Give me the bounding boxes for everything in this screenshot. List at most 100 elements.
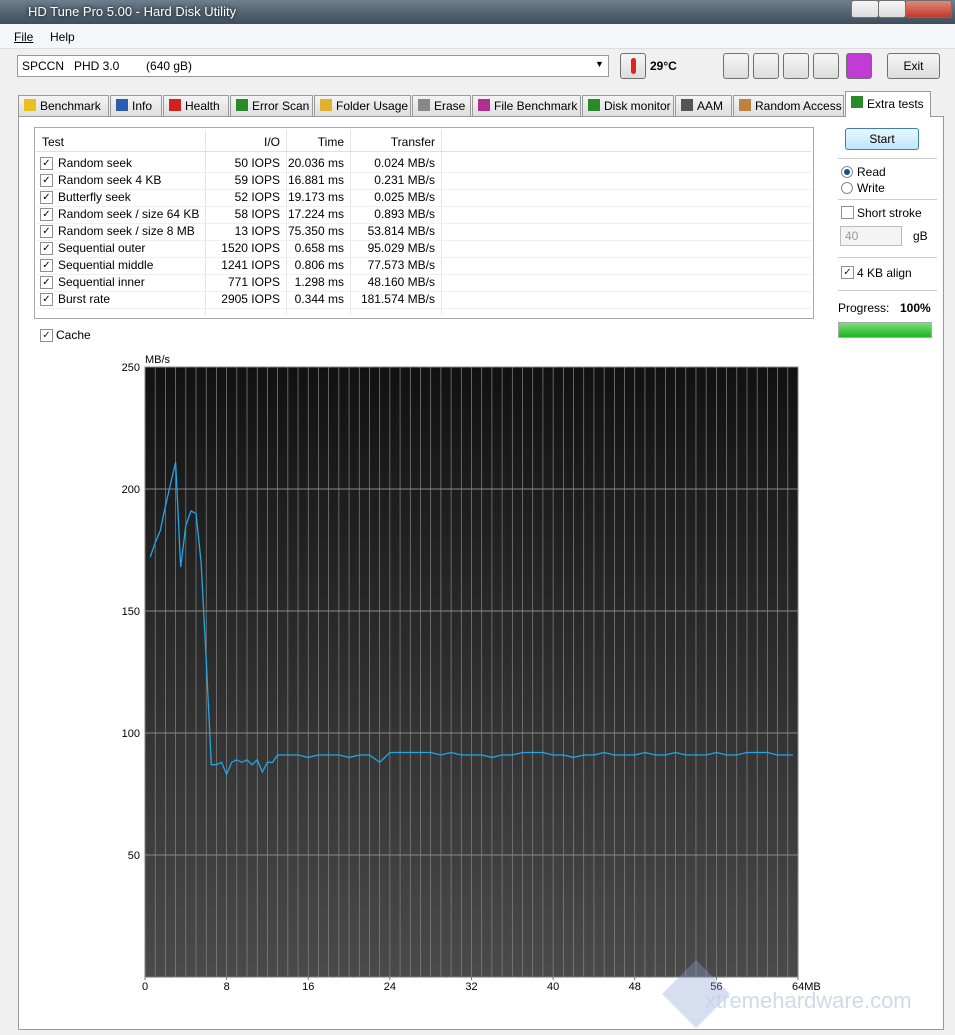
read-radio[interactable]: [841, 166, 853, 178]
window-title: HD Tune Pro 5.00 - Hard Disk Utility: [28, 4, 237, 19]
table-cell: 13 IOPS: [234, 224, 280, 238]
x-tick-label: 24: [384, 981, 396, 993]
write-radio[interactable]: [841, 182, 853, 194]
maximize-button[interactable]: [878, 0, 906, 18]
column-separator: [441, 130, 442, 315]
read-label: Read: [857, 165, 886, 179]
write-label: Write: [857, 181, 885, 195]
tab-icon: [169, 99, 181, 111]
x-tick-label: 48: [629, 981, 641, 993]
table-cell: 0.806 ms: [294, 258, 344, 272]
table-cell: 0.025 MB/s: [374, 190, 435, 204]
tab-label: AAM: [697, 99, 724, 113]
x-tick-label: 16: [302, 981, 314, 993]
row-checkbox[interactable]: ✓: [40, 191, 53, 204]
table-cell: 95.029 MB/s: [367, 241, 435, 255]
tab-icon: [681, 99, 693, 111]
short-stroke-label: Short stroke: [857, 206, 922, 220]
row-line: [36, 308, 811, 309]
row-line: [36, 257, 811, 258]
table-cell: Sequential outer: [58, 241, 146, 255]
table-cell: 16.881 ms: [287, 173, 344, 187]
table-cell: 2905 IOPS: [221, 292, 280, 306]
header-line: [36, 151, 811, 152]
table-cell: 0.024 MB/s: [374, 156, 435, 170]
save-button[interactable]: [783, 53, 809, 79]
row-line: [36, 274, 811, 275]
table-cell: Random seek 4 KB: [58, 173, 162, 187]
row-line: [36, 206, 811, 207]
cache-checkbox[interactable]: ✓: [40, 329, 53, 342]
row-checkbox[interactable]: ✓: [40, 208, 53, 221]
tab-icon: [236, 99, 248, 111]
tab-icon: [851, 96, 863, 108]
row-line: [36, 172, 811, 173]
menu-bar: [0, 24, 955, 49]
row-checkbox[interactable]: ✓: [40, 259, 53, 272]
menu-help[interactable]: Help: [50, 30, 75, 44]
separator: [838, 199, 937, 200]
y-axis-label: MB/s: [145, 354, 171, 366]
separator: [838, 158, 937, 159]
title-bar: [0, 0, 955, 24]
temperature: 29°C: [650, 59, 677, 73]
row-checkbox[interactable]: ✓: [40, 242, 53, 255]
table-cell: 771 IOPS: [227, 275, 280, 289]
column-separator: [350, 130, 351, 315]
menu-file[interactable]: File: [14, 30, 34, 44]
table-cell: Sequential inner: [58, 275, 145, 289]
tab[interactable]: [733, 95, 844, 117]
tab[interactable]: [314, 95, 411, 117]
tab-label: Folder Usage: [336, 99, 409, 113]
progress-value: 100%: [900, 301, 931, 315]
column-separator: [205, 130, 206, 315]
table-cell: 20.036 ms: [287, 156, 344, 170]
tab-icon: [320, 99, 332, 111]
table-cell: Random seek / size 64 KB: [58, 207, 200, 221]
tab-label: Erase: [434, 99, 466, 113]
row-checkbox[interactable]: ✓: [40, 225, 53, 238]
row-line: [36, 223, 811, 224]
short-stroke-input[interactable]: 40: [840, 226, 902, 246]
table-cell: 53.814 MB/s: [367, 224, 435, 238]
exit-label: Exit: [903, 59, 924, 73]
table-cell: 75.350 ms: [287, 224, 344, 238]
copy-button[interactable]: [723, 53, 749, 79]
short-stroke-checkbox[interactable]: [841, 206, 854, 219]
table-header: Time: [317, 135, 344, 149]
tab[interactable]: [472, 95, 581, 117]
table-cell: Butterfly seek: [58, 190, 131, 204]
table-cell: 50 IOPS: [234, 156, 280, 170]
table-cell: 0.658 ms: [294, 241, 344, 255]
minimize-button[interactable]: [851, 0, 879, 18]
align-label: 4 KB align: [857, 266, 912, 280]
download-button[interactable]: [846, 53, 872, 79]
table-cell: 19.173 ms: [287, 190, 344, 204]
tab-label: Info: [132, 99, 153, 113]
tab-icon: [478, 99, 490, 111]
row-checkbox[interactable]: ✓: [40, 157, 53, 170]
tab[interactable]: [582, 95, 674, 117]
row-checkbox[interactable]: ✓: [40, 293, 53, 306]
table-cell: 59 IOPS: [234, 173, 280, 187]
y-tick-label: 150: [122, 606, 140, 618]
drive-select[interactable]: [17, 55, 609, 77]
start-button[interactable]: Start: [845, 128, 919, 150]
copy-all-button[interactable]: [753, 53, 779, 79]
cache-label: Cache: [56, 328, 91, 342]
tab[interactable]: [18, 95, 109, 117]
row-checkbox[interactable]: ✓: [40, 174, 53, 187]
row-checkbox[interactable]: ✓: [40, 276, 53, 289]
tab[interactable]: [230, 95, 313, 117]
close-button[interactable]: [905, 0, 952, 18]
table-cell: 1520 IOPS: [221, 241, 280, 255]
exit-button[interactable]: Exit: [887, 53, 940, 79]
align-checkbox[interactable]: ✓: [841, 266, 854, 279]
tab-label: Health: [185, 99, 220, 113]
progress-track: [838, 322, 932, 338]
drive-name: SPCCN PHD 3.0 (640 gB): [22, 59, 193, 73]
table-cell: 52 IOPS: [234, 190, 280, 204]
options-button[interactable]: [813, 53, 839, 79]
table-cell: 0.231 MB/s: [374, 173, 435, 187]
table-cell: Random seek / size 8 MB: [58, 224, 195, 238]
